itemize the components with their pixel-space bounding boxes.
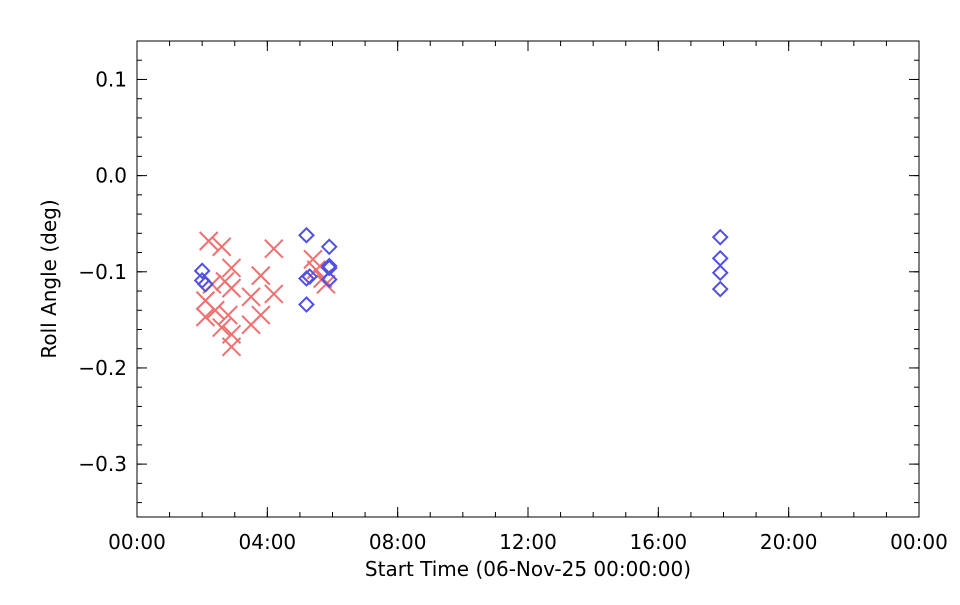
data-points	[193, 226, 729, 357]
cross-point	[303, 249, 323, 269]
cross-point	[212, 317, 232, 338]
y-axis-title: Roll Angle (deg)	[37, 199, 61, 358]
x-tick-label: 00:00	[108, 530, 166, 554]
x-axis-title: Start Time (06-Nov-25 00:00:00)	[365, 557, 691, 581]
cross-point	[251, 305, 271, 325]
diamond-point	[197, 275, 214, 293]
diamond-point	[711, 264, 729, 282]
diamond-point	[320, 238, 338, 256]
plot-frame	[136, 40, 920, 518]
cross-point	[212, 237, 232, 257]
cross-point	[264, 284, 284, 304]
cross-point	[221, 258, 242, 278]
x-tick-label: 08:00	[369, 530, 427, 554]
cross-point	[218, 305, 238, 325]
diamond-point	[298, 226, 315, 244]
axis-ticks	[136, 40, 920, 517]
diamond-point	[298, 296, 315, 313]
x-tick-label: 20:00	[760, 530, 818, 554]
cross-point	[264, 239, 284, 259]
diamond-point	[193, 262, 211, 280]
diamond-point	[711, 228, 729, 246]
x-tick-label: 12:00	[499, 530, 557, 554]
x-tick-label: 04:00	[239, 530, 297, 554]
x-tick-label: 00:00	[890, 530, 948, 554]
y-tick-label: −0.2	[78, 356, 127, 380]
y-tick-label: −0.1	[78, 260, 127, 284]
diamond-point	[301, 268, 319, 286]
y-tick-label: 0.1	[95, 67, 127, 91]
cross-point	[221, 278, 242, 298]
cross-point	[221, 337, 242, 357]
diamond-point	[711, 249, 729, 267]
cross-point	[251, 265, 271, 286]
diamond-point	[711, 280, 729, 298]
diamond-point	[320, 271, 338, 288]
axis-tick-labels: 00:00 04:00 08:00 12:00 16:00 20:00 00:00 0.1 0.…	[78, 67, 947, 554]
cross-point	[195, 307, 216, 327]
x-tick-label: 16:00	[630, 530, 688, 554]
cross-point	[205, 300, 225, 320]
diamond-point	[320, 259, 338, 277]
cross-point	[198, 231, 219, 251]
y-tick-label: −0.3	[78, 452, 127, 476]
cross-point	[241, 287, 261, 307]
y-tick-label: 0.0	[95, 164, 127, 188]
